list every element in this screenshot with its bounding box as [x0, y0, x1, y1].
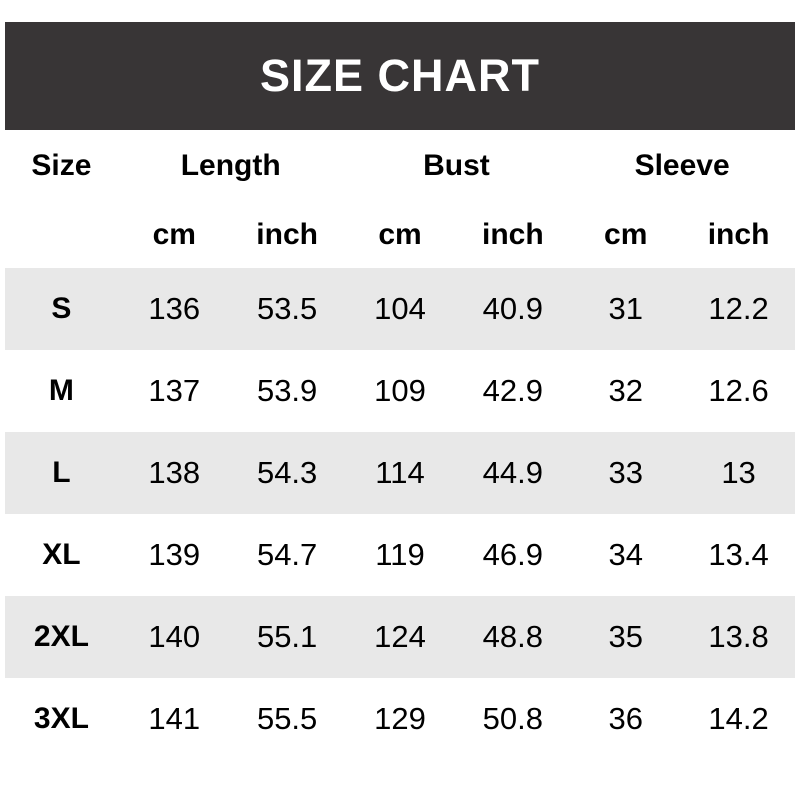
size-label: 2XL	[33, 620, 89, 653]
group-header-bust: Bust	[423, 149, 490, 182]
table-row-xl: XL 139 54.7 119 46.9 34 13.4	[5, 514, 795, 596]
unit-header-bust-cm: cm	[378, 218, 422, 251]
table-cell: 36	[608, 701, 643, 736]
size-chart-title: SIZE CHART	[260, 50, 540, 101]
table-cell: 137	[148, 373, 201, 408]
table-cell: 31	[608, 291, 643, 326]
table-row-m: M 137 53.9 109 42.9 32 12.6	[5, 350, 795, 432]
table-row-l: L 138 54.3 114 44.9 33 13	[5, 432, 795, 514]
table-cell: 138	[148, 455, 201, 490]
unit-header-row: cm inch cm inch cm inch	[5, 202, 795, 268]
table-cell: 140	[148, 619, 201, 654]
table-cell: 40.9	[482, 291, 544, 326]
table-cell: 13.4	[708, 537, 769, 572]
table-cell: 53.9	[256, 373, 318, 408]
table-cell: 54.3	[256, 455, 318, 490]
table-cell: 14.2	[708, 701, 769, 736]
table-cell: 42.9	[482, 373, 544, 408]
table-cell: 33	[608, 455, 643, 490]
size-chart-page: SIZE CHART Size Length Bust Sleeve cm in…	[5, 22, 795, 760]
table-cell: 34	[608, 537, 643, 572]
table-cell: 13	[721, 455, 756, 490]
unit-header-sleeve-cm: cm	[604, 218, 648, 251]
table-cell: 104	[374, 291, 426, 326]
table-cell: 119	[375, 537, 425, 572]
group-header-sleeve: Sleeve	[634, 149, 730, 182]
table-cell: 12.2	[708, 291, 769, 326]
table-cell: 50.8	[482, 701, 544, 736]
size-chart-header: SIZE CHART	[5, 22, 795, 130]
table-cell: 35	[608, 619, 643, 654]
size-label: XL	[42, 538, 81, 571]
table-cell: 55.5	[256, 701, 318, 736]
group-header-size: Size	[31, 149, 92, 182]
table-cell: 136	[148, 291, 201, 326]
unit-header-bust-inch: inch	[482, 218, 544, 251]
table-cell: 109	[374, 373, 426, 408]
group-header-row: Size Length Bust Sleeve	[5, 130, 795, 202]
size-label: S	[51, 292, 72, 325]
size-label: M	[48, 374, 74, 407]
table-cell: 124	[374, 619, 426, 654]
unit-header-length-inch: inch	[256, 218, 318, 251]
table-cell: 13.8	[708, 619, 769, 654]
table-cell: 129	[374, 701, 426, 736]
table-cell: 114	[375, 455, 425, 490]
size-label: 3XL	[33, 702, 89, 735]
table-cell: 12.6	[708, 373, 769, 408]
table-cell: 48.8	[482, 619, 544, 654]
table-cell: 139	[148, 537, 201, 572]
size-table: Size Length Bust Sleeve cm inch cm inch …	[5, 130, 795, 760]
table-cell: 53.5	[256, 291, 318, 326]
table-row-s: S 136 53.5 104 40.9 31 12.2	[5, 268, 795, 350]
table-cell: 44.9	[482, 455, 544, 490]
group-header-length: Length	[180, 149, 281, 182]
table-cell: 32	[608, 373, 643, 408]
table-cell: 55.1	[256, 619, 318, 654]
table-cell: 46.9	[482, 537, 544, 572]
size-label: L	[52, 456, 71, 489]
unit-header-sleeve-inch: inch	[707, 218, 770, 251]
table-body: S 136 53.5 104 40.9 31 12.2 M 137 53.9 1…	[5, 268, 795, 760]
table-row-3xl: 3XL 141 55.5 129 50.8 36 14.2	[5, 678, 795, 760]
unit-header-length-cm: cm	[152, 218, 196, 251]
table-row-2xl: 2XL 140 55.1 124 48.8 35 13.8	[5, 596, 795, 678]
table-cell: 141	[148, 701, 201, 736]
table-cell: 54.7	[256, 537, 318, 572]
